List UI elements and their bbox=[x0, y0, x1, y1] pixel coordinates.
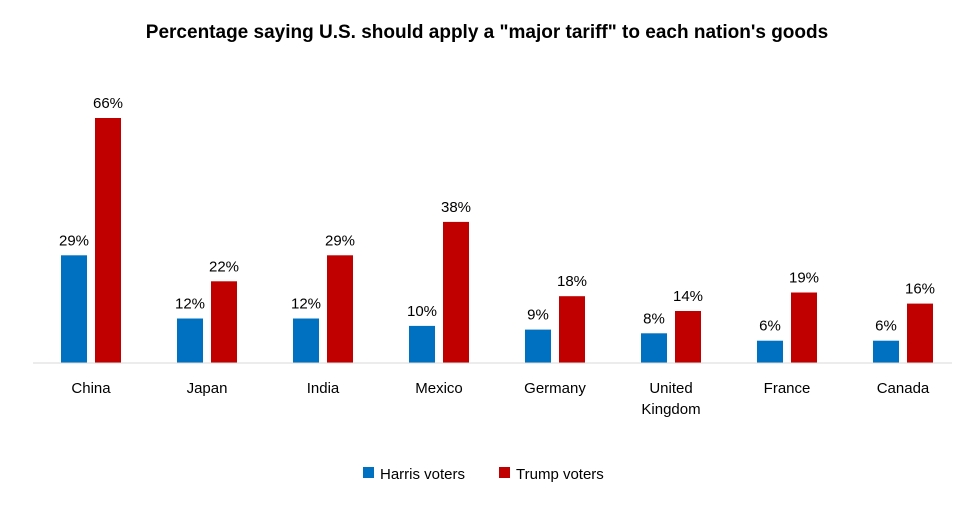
bar-trump-voters-japan bbox=[211, 281, 237, 363]
bar-harris-voters-canada bbox=[873, 340, 899, 363]
value-label-trump-voters-united-kingdom: 14% bbox=[673, 288, 703, 305]
bar-trump-voters-united-kingdom bbox=[675, 311, 701, 363]
bar-harris-voters-united-kingdom bbox=[641, 333, 667, 363]
value-label-harris-voters-canada: 6% bbox=[875, 318, 897, 335]
value-label-trump-voters-china: 66% bbox=[93, 95, 123, 112]
bar-harris-voters-france bbox=[757, 340, 783, 363]
legend-swatch-harris bbox=[363, 467, 374, 478]
bar-harris-voters-china bbox=[61, 255, 87, 363]
value-label-harris-voters-japan: 12% bbox=[175, 296, 205, 313]
bar-trump-voters-france bbox=[791, 292, 817, 363]
legend: Harris voters Trump voters bbox=[363, 466, 604, 483]
bar-trump-voters-germany bbox=[559, 296, 585, 363]
value-label-trump-voters-germany: 18% bbox=[557, 273, 587, 290]
bar-trump-voters-mexico bbox=[443, 221, 469, 363]
value-label-harris-voters-germany: 9% bbox=[527, 307, 549, 324]
category-label-germany: Germany bbox=[524, 380, 586, 397]
value-labels-group: 29% 66% 12% 22% 12% 29% 10% 38% 9% 18% 8% 14% 6% 19% 6… bbox=[59, 95, 935, 335]
category-label-united-kingdom-line1: United bbox=[649, 380, 692, 397]
value-label-trump-voters-france: 19% bbox=[789, 270, 819, 287]
category-label-india: India bbox=[307, 380, 340, 397]
bar-trump-voters-canada bbox=[907, 303, 933, 363]
bar-harris-voters-mexico bbox=[409, 325, 435, 363]
bar-harris-voters-japan bbox=[177, 318, 203, 363]
bar-trump-voters-india bbox=[327, 255, 353, 363]
value-label-harris-voters-united-kingdom: 8% bbox=[643, 310, 665, 327]
legend-label-trump: Trump voters bbox=[516, 466, 604, 483]
chart-title: Percentage saying U.S. should apply a "m… bbox=[146, 22, 828, 43]
value-label-harris-voters-mexico: 10% bbox=[407, 303, 437, 320]
value-label-trump-voters-india: 29% bbox=[325, 232, 355, 249]
legend-swatch-trump bbox=[499, 467, 510, 478]
category-label-canada: Canada bbox=[877, 380, 930, 397]
bars-group bbox=[61, 118, 933, 363]
category-labels-group: China Japan India Mexico Germany United Kingdo… bbox=[71, 380, 930, 418]
category-label-japan: Japan bbox=[187, 380, 228, 397]
value-label-trump-voters-mexico: 38% bbox=[441, 199, 471, 216]
category-label-china: China bbox=[71, 380, 111, 397]
bar-harris-voters-india bbox=[293, 318, 319, 363]
value-label-trump-voters-canada: 16% bbox=[905, 281, 935, 298]
value-label-trump-voters-japan: 22% bbox=[209, 258, 239, 275]
bar-harris-voters-germany bbox=[525, 329, 551, 363]
bar-trump-voters-china bbox=[95, 118, 121, 363]
legend-label-harris: Harris voters bbox=[380, 466, 465, 483]
category-label-mexico: Mexico bbox=[415, 380, 463, 397]
category-label-france: France bbox=[764, 380, 811, 397]
value-label-harris-voters-india: 12% bbox=[291, 296, 321, 313]
value-label-harris-voters-china: 29% bbox=[59, 232, 89, 249]
category-label-united-kingdom-line2: Kingdom bbox=[641, 401, 700, 418]
value-label-harris-voters-france: 6% bbox=[759, 318, 781, 335]
